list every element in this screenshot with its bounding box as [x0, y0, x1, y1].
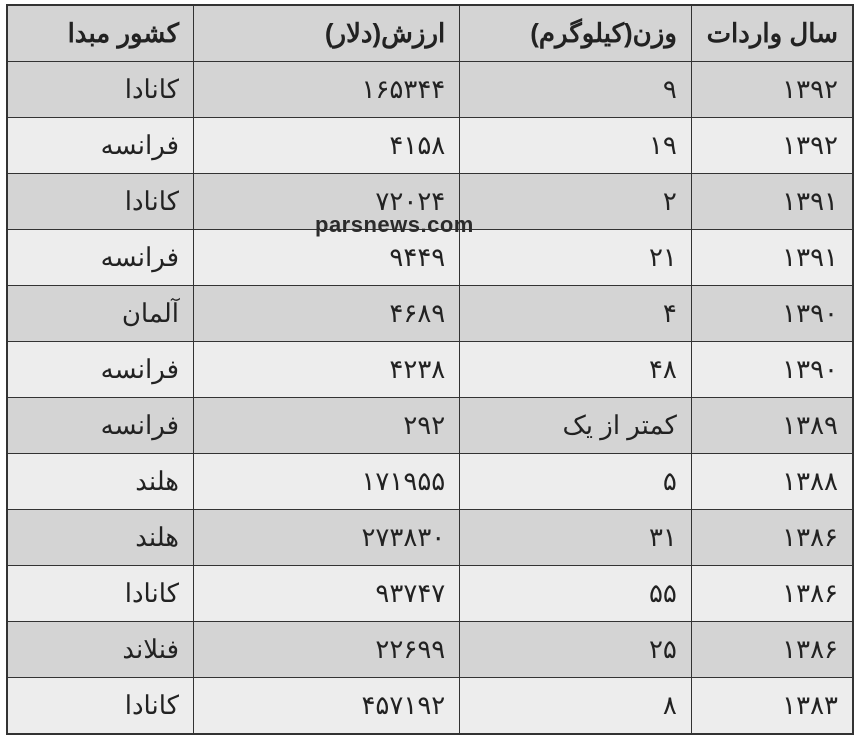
table-row: ۱۳۹۱۲۷۲۰۲۴کانادا [7, 174, 853, 230]
cell-country: فنلاند [7, 622, 194, 678]
cell-value: ۱۶۵۳۴۴ [194, 62, 460, 118]
cell-weight: ۲ [460, 174, 692, 230]
cell-value: ۴۶۸۹ [194, 286, 460, 342]
col-header-year: سال واردات [691, 5, 853, 62]
cell-country: فرانسه [7, 118, 194, 174]
cell-value: ۴۲۳۸ [194, 342, 460, 398]
cell-country: هلند [7, 454, 194, 510]
cell-weight: ۲۱ [460, 230, 692, 286]
cell-weight: ۴ [460, 286, 692, 342]
cell-weight: ۸ [460, 678, 692, 735]
cell-country: هلند [7, 510, 194, 566]
cell-weight: ۹ [460, 62, 692, 118]
table-row: ۱۳۸۸۵۱۷۱۹۵۵هلند [7, 454, 853, 510]
cell-country: آلمان [7, 286, 194, 342]
cell-year: ۱۳۸۶ [691, 510, 853, 566]
cell-country: فرانسه [7, 230, 194, 286]
cell-country: کانادا [7, 62, 194, 118]
table-row: ۱۳۸۹کمتر از یک۲۹۲فرانسه [7, 398, 853, 454]
cell-country: کانادا [7, 174, 194, 230]
cell-weight: ۲۵ [460, 622, 692, 678]
cell-year: ۱۳۹۲ [691, 118, 853, 174]
table-row: ۱۳۹۰۴۸۴۲۳۸فرانسه [7, 342, 853, 398]
cell-weight: کمتر از یک [460, 398, 692, 454]
cell-value: ۷۲۰۲۴ [194, 174, 460, 230]
cell-value: ۱۷۱۹۵۵ [194, 454, 460, 510]
col-header-value: ارزش(دلار) [194, 5, 460, 62]
cell-year: ۱۳۸۶ [691, 566, 853, 622]
cell-weight: ۵ [460, 454, 692, 510]
table-row: ۱۳۸۶۵۵۹۳۷۴۷کانادا [7, 566, 853, 622]
cell-year: ۱۳۹۰ [691, 286, 853, 342]
cell-country: کانادا [7, 678, 194, 735]
cell-value: ۲۲۶۹۹ [194, 622, 460, 678]
cell-value: ۲۹۲ [194, 398, 460, 454]
col-header-weight: وزن(کیلوگرم) [460, 5, 692, 62]
cell-year: ۱۳۸۳ [691, 678, 853, 735]
table-body: ۱۳۹۲۹۱۶۵۳۴۴کانادا ۱۳۹۲۱۹۴۱۵۸فرانسه ۱۳۹۱۲… [7, 62, 853, 735]
cell-year: ۱۳۹۱ [691, 230, 853, 286]
cell-year: ۱۳۸۸ [691, 454, 853, 510]
cell-year: ۱۳۹۲ [691, 62, 853, 118]
table-row: ۱۳۹۲۹۱۶۵۳۴۴کانادا [7, 62, 853, 118]
cell-value: ۲۷۳۸۳۰ [194, 510, 460, 566]
imports-table: سال واردات وزن(کیلوگرم) ارزش(دلار) کشور … [6, 4, 854, 735]
cell-country: فرانسه [7, 398, 194, 454]
cell-weight: ۵۵ [460, 566, 692, 622]
cell-year: ۱۳۸۶ [691, 622, 853, 678]
cell-value: ۴۵۷۱۹۲ [194, 678, 460, 735]
cell-year: ۱۳۹۰ [691, 342, 853, 398]
cell-year: ۱۳۹۱ [691, 174, 853, 230]
table-row: ۱۳۸۶۳۱۲۷۳۸۳۰هلند [7, 510, 853, 566]
col-header-country: کشور مبدا [7, 5, 194, 62]
cell-weight: ۱۹ [460, 118, 692, 174]
cell-country: فرانسه [7, 342, 194, 398]
table-row: ۱۳۹۱۲۱۹۴۴۹فرانسه [7, 230, 853, 286]
cell-weight: ۳۱ [460, 510, 692, 566]
cell-value: ۹۴۴۹ [194, 230, 460, 286]
cell-year: ۱۳۸۹ [691, 398, 853, 454]
table-row: ۱۳۸۳۸۴۵۷۱۹۲کانادا [7, 678, 853, 735]
cell-country: کانادا [7, 566, 194, 622]
table-row: ۱۳۹۲۱۹۴۱۵۸فرانسه [7, 118, 853, 174]
table-row: ۱۳۸۶۲۵۲۲۶۹۹فنلاند [7, 622, 853, 678]
cell-value: ۹۳۷۴۷ [194, 566, 460, 622]
header-row: سال واردات وزن(کیلوگرم) ارزش(دلار) کشور … [7, 5, 853, 62]
table-row: ۱۳۹۰۴۴۶۸۹آلمان [7, 286, 853, 342]
cell-weight: ۴۸ [460, 342, 692, 398]
cell-value: ۴۱۵۸ [194, 118, 460, 174]
